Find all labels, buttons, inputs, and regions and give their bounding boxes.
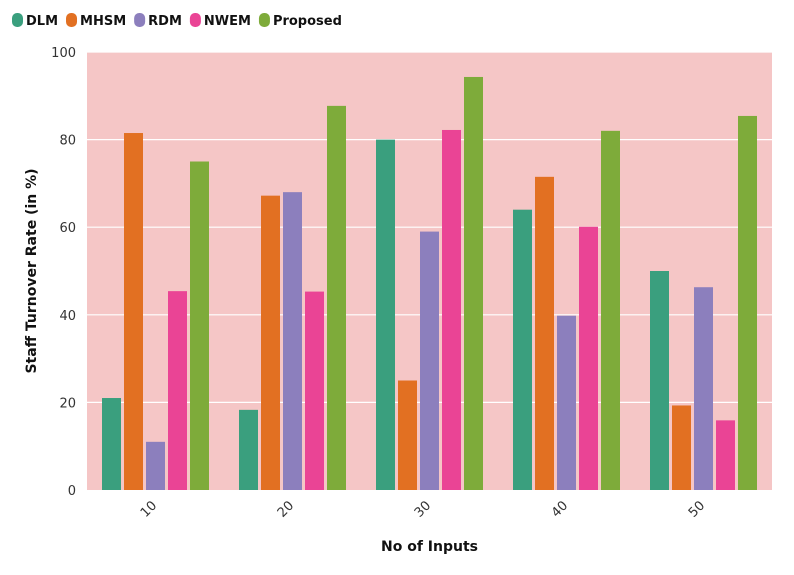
y-axis-ticks: 0 20 40 60 80 100: [51, 46, 76, 499]
bar-mhsm-50: [672, 405, 691, 490]
x-tick-label: 10: [138, 498, 160, 520]
legend-label: Proposed: [273, 14, 342, 29]
y-tick-label: 0: [68, 484, 76, 499]
y-tick-label: 40: [59, 309, 76, 324]
legend-label: NWEM: [204, 14, 251, 29]
bar-nwem-40: [579, 226, 598, 490]
bar-dlm-50: [650, 271, 669, 490]
x-tick-label: 40: [549, 498, 571, 520]
legend: DLM MHSM RDM NWEM Proposed: [12, 13, 342, 29]
legend-item-nwem[interactable]: NWEM: [189, 13, 251, 29]
bar-proposed-40: [601, 130, 620, 490]
x-tick-label: 20: [275, 498, 297, 520]
bar-rdm-20: [283, 192, 302, 490]
y-tick-label: 100: [51, 46, 76, 61]
legend-swatch: [134, 13, 146, 27]
x-axis-ticks: 10 20 30 40 50: [138, 498, 708, 520]
bar-proposed-50: [738, 115, 757, 490]
bar-rdm-30: [420, 231, 439, 490]
bar-nwem-50: [716, 420, 735, 490]
legend-item-rdm[interactable]: RDM: [134, 13, 182, 29]
bar-rdm-50: [694, 287, 713, 490]
bar-dlm-30: [376, 139, 395, 490]
bar-dlm-10: [102, 398, 121, 490]
bar-mhsm-10: [124, 133, 143, 490]
legend-label: RDM: [148, 14, 182, 29]
y-tick-label: 80: [59, 134, 76, 149]
bar-nwem-10: [168, 291, 187, 490]
bar-proposed-30: [464, 76, 483, 490]
legend-swatch: [12, 13, 23, 27]
bar-mhsm-20: [261, 195, 280, 490]
bars: [102, 76, 757, 491]
legend-label: MHSM: [80, 14, 126, 29]
bar-nwem-30: [442, 129, 461, 491]
bar-dlm-40: [513, 209, 532, 490]
x-axis-title: No of Inputs: [381, 539, 478, 555]
bar-proposed-20: [327, 105, 346, 491]
y-tick-label: 60: [59, 221, 76, 236]
x-tick-label: 30: [412, 498, 434, 520]
bar-rdm-10: [146, 441, 165, 490]
bar-rdm-40: [557, 315, 576, 490]
legend-swatch: [189, 13, 201, 27]
legend-item-mhsm[interactable]: MHSM: [66, 13, 126, 29]
x-tick-label: 50: [686, 498, 708, 520]
legend-swatch: [258, 13, 270, 27]
legend-swatch: [66, 13, 78, 27]
bar-dlm-20: [239, 409, 258, 490]
bar-mhsm-40: [535, 176, 554, 490]
bar-proposed-10: [190, 161, 209, 490]
legend-item-dlm[interactable]: DLM: [12, 13, 58, 29]
y-tick-label: 20: [59, 396, 76, 411]
bar-nwem-20: [305, 291, 324, 490]
legend-label: DLM: [26, 14, 58, 29]
bar-mhsm-30: [398, 380, 417, 490]
legend-item-proposed[interactable]: Proposed: [258, 13, 342, 29]
y-axis-title: Staff Turnover Rate (in %): [24, 168, 40, 373]
